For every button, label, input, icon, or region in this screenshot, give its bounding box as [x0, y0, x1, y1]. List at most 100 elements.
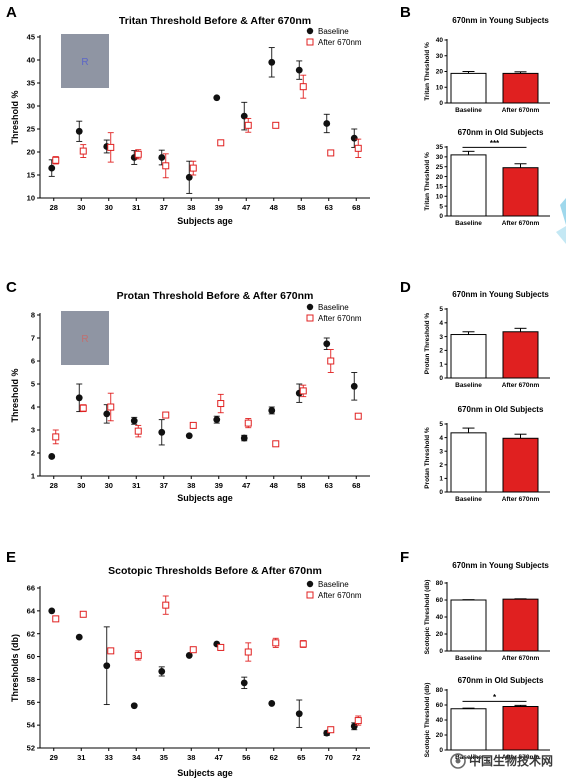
after-670nm-point: [354, 717, 362, 725]
y-axis-label: Threshold %: [10, 90, 20, 144]
watermark: 中国生物技术网: [450, 753, 553, 769]
baseline-point: [295, 710, 303, 718]
y-axis-label: Threshold %: [10, 368, 20, 422]
watermark-logo-dot: [455, 758, 461, 764]
y-tick-label: 15: [436, 184, 444, 191]
baseline-point: [350, 134, 358, 142]
after-670nm-point: [299, 83, 307, 91]
y-tick-label: 20: [436, 732, 444, 739]
x-tick-label: 68: [352, 481, 360, 490]
after-670nm-point: [134, 150, 142, 158]
after-670nm-point: [244, 121, 252, 129]
after-670nm-bar: [502, 72, 539, 104]
after-670nm-point: [272, 639, 280, 647]
baseline-point: [185, 652, 193, 659]
after-670nm-point: [189, 164, 197, 172]
baseline-point: [158, 668, 166, 675]
y-tick-label: 2: [439, 462, 443, 469]
baseline-point: [240, 434, 248, 442]
baseline-point: [75, 394, 83, 402]
baseline-point: [323, 340, 331, 348]
y-tick-label: 0: [439, 100, 443, 107]
panel-letter-b: B: [400, 4, 411, 21]
chart-title: Protan Threshold Before & After 670nm: [117, 290, 314, 302]
y-tick-label: 5: [439, 421, 443, 428]
y-tick-label: 25: [27, 125, 35, 134]
y-tick-label: 2: [31, 449, 35, 458]
baseline-point: [103, 410, 111, 418]
after-670nm-point: [189, 646, 197, 654]
after-670nm-point: [354, 144, 362, 152]
baseline-point: [75, 127, 83, 135]
x-tick-label: 38: [187, 481, 195, 490]
y-tick-label: 25: [436, 164, 444, 171]
y-tick-label: 8: [31, 311, 35, 320]
watermark-text: 中国生物技术网: [469, 753, 553, 768]
edge-decoration: [556, 226, 566, 244]
chart-e: Scotopic Thresholds Before & After 670nm…: [10, 565, 370, 778]
legend-label-after: After 670nm: [318, 38, 362, 47]
y-tick-label: 5: [31, 380, 35, 389]
x-tick-label: Baseline: [455, 220, 482, 227]
y-tick-label: 30: [436, 154, 444, 161]
y-tick-label: 40: [27, 56, 35, 65]
after-670nm-bar: [502, 437, 539, 493]
after-670nm-point: [134, 651, 142, 659]
x-tick-label: 33: [105, 753, 113, 762]
after-670nm-point: [327, 149, 335, 157]
after-670nm-point: [162, 411, 170, 419]
x-tick-label: 58: [297, 481, 305, 490]
watermark-logo-icon: [450, 753, 466, 769]
y-tick-label: 40: [436, 37, 444, 44]
y-tick-label: 40: [436, 614, 444, 621]
baseline-point: [350, 382, 358, 390]
y-tick-label: 5: [439, 306, 443, 313]
y-tick-label: 60: [436, 597, 444, 604]
baseline-point: [295, 66, 303, 74]
x-tick-label: Baseline: [455, 107, 482, 114]
baseline-point: [268, 700, 276, 707]
panel-letter-a: A: [6, 4, 17, 21]
x-tick-label: 38: [187, 203, 195, 212]
after-670nm-point: [79, 147, 87, 155]
baseline-point: [48, 453, 56, 460]
y-axis-label: Protan Threshold %: [424, 427, 431, 489]
y-tick-label: 5: [439, 203, 443, 210]
after-670nm-point: [79, 404, 87, 412]
y-tick-label: 62: [27, 629, 35, 638]
legend-marker-after: [306, 38, 314, 46]
x-tick-label: 30: [105, 203, 113, 212]
x-tick-label: After 670nm: [502, 496, 540, 503]
x-tick-label: 30: [77, 203, 85, 212]
y-tick-label: 2: [439, 348, 443, 355]
y-tick-label: 52: [27, 744, 35, 753]
y-tick-label: 6: [31, 357, 35, 366]
x-tick-label: 72: [352, 753, 360, 762]
x-tick-label: 62: [270, 753, 278, 762]
y-tick-label: 80: [436, 580, 444, 587]
y-tick-label: 20: [436, 631, 444, 638]
y-tick-label: 35: [436, 144, 444, 151]
x-tick-label: 34: [132, 753, 141, 762]
inset-letter: R: [81, 57, 88, 68]
legend-marker-after: [306, 314, 314, 322]
chart-title: 670nm in Young Subjects: [452, 16, 549, 25]
baseline-point: [75, 633, 83, 641]
y-tick-label: 35: [27, 79, 35, 88]
after-670nm-point: [327, 726, 335, 734]
y-tick-label: 80: [436, 687, 444, 694]
chart-b-young: 670nm in Young Subjects 0 10 20 30 40 Tritan T…: [424, 16, 550, 114]
x-tick-label: 31: [77, 753, 85, 762]
baseline-bar: [450, 154, 487, 217]
x-tick-label: 39: [215, 203, 223, 212]
after-670nm-point: [217, 139, 225, 147]
after-670nm-point: [107, 403, 115, 411]
baseline-point: [158, 154, 166, 161]
panel-letter-c: C: [6, 279, 17, 296]
baseline-bar: [450, 708, 487, 751]
after-670nm-point: [272, 440, 280, 448]
baseline-bar: [450, 432, 487, 493]
y-tick-label: 7: [31, 334, 35, 343]
after-670nm-bar: [502, 167, 539, 217]
